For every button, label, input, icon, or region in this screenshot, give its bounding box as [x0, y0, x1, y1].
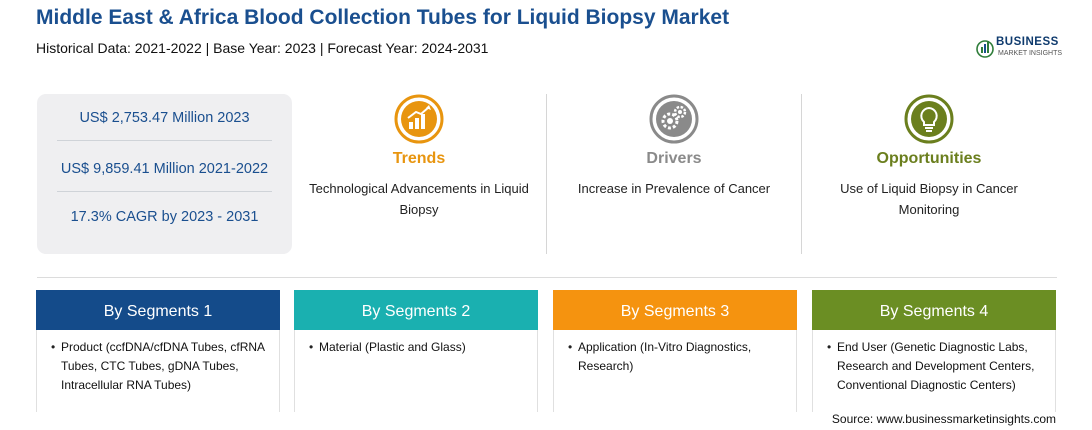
trends-heading: Trends [392, 150, 446, 167]
segment-text: Application (In-Vitro Diagnostics, Resea… [578, 340, 752, 373]
segment-body: • End User (Genetic Diagnostic Labs, Res… [812, 330, 1056, 412]
drivers-column: Drivers Increase in Prevalence of Cancer [547, 94, 801, 254]
segment-body: • Application (In-Vitro Diagnostics, Res… [553, 330, 797, 412]
segment-text: Product (ccfDNA/cfDNA Tubes, cfRNA Tubes… [61, 340, 265, 392]
logo-globe-icon [976, 40, 994, 58]
segment-body: • Product (ccfDNA/cfDNA Tubes, cfRNA Tub… [36, 330, 280, 412]
column-divider [546, 94, 547, 254]
market-value-2023: US$ 2,753.47 Million 2023 [79, 110, 250, 126]
gears-icon [649, 94, 699, 144]
segment-text: Material (Plastic and Glass) [319, 340, 466, 354]
segment-text: End User (Genetic Diagnostic Labs, Resea… [837, 340, 1035, 392]
segment-card-3: By Segments 3 • Application (In-Vitro Di… [553, 290, 797, 412]
cagr-value: 17.3% CAGR by 2023 - 2031 [70, 209, 259, 225]
logo-tagline: MARKET INSIGHTS [998, 50, 1063, 57]
stat-divider [57, 140, 272, 141]
segment-card-1: By Segments 1 • Product (ccfDNA/cfDNA Tu… [36, 290, 280, 412]
lightbulb-icon [904, 94, 954, 144]
chart-growth-icon [394, 94, 444, 144]
segment-heading: By Segments 4 [812, 290, 1056, 330]
segment-heading: By Segments 2 [294, 290, 538, 330]
segment-heading: By Segments 1 [36, 290, 280, 330]
stat-divider [57, 191, 272, 192]
source-note: Source: www.businessmarketinsights.com [831, 412, 1056, 426]
page-title: Middle East & Africa Blood Collection Tu… [36, 6, 730, 29]
page-subtitle: Historical Data: 2021-2022 | Base Year: … [36, 40, 489, 56]
segment-card-2: By Segments 2 • Material (Plastic and Gl… [294, 290, 538, 412]
segment-body: • Material (Plastic and Glass) [294, 330, 538, 412]
bullet-icon: • [568, 340, 573, 354]
bullet-icon: • [309, 340, 314, 354]
drivers-text: Increase in Prevalence of Cancer [577, 181, 771, 196]
company-logo: BUSINESS MARKET INSIGHTS [976, 36, 1076, 64]
column-divider [801, 94, 802, 254]
bullet-icon: • [827, 340, 832, 354]
trends-text: Technological Advancements in Liquid Bio… [309, 181, 529, 217]
opportunities-column: Opportunities Use of Liquid Biopsy in Ca… [802, 94, 1056, 254]
logo-name: BUSINESS [996, 36, 1059, 48]
opportunities-heading: Opportunities [876, 150, 982, 167]
bullet-icon: • [51, 340, 56, 354]
drivers-heading: Drivers [646, 150, 702, 167]
trends-column: Trends Technological Advancements in Liq… [292, 94, 546, 254]
opportunities-text: Use of Liquid Biopsy in Cancer Monitorin… [840, 181, 1018, 217]
segment-card-4: By Segments 4 • End User (Genetic Diagno… [812, 290, 1056, 412]
market-stats-panel: US$ 2,753.47 Million 2023 US$ 9,859.41 M… [37, 94, 292, 254]
market-value-historical: US$ 9,859.41 Million 2021-2022 [60, 161, 269, 177]
segment-heading: By Segments 3 [553, 290, 797, 330]
section-divider [37, 277, 1057, 278]
